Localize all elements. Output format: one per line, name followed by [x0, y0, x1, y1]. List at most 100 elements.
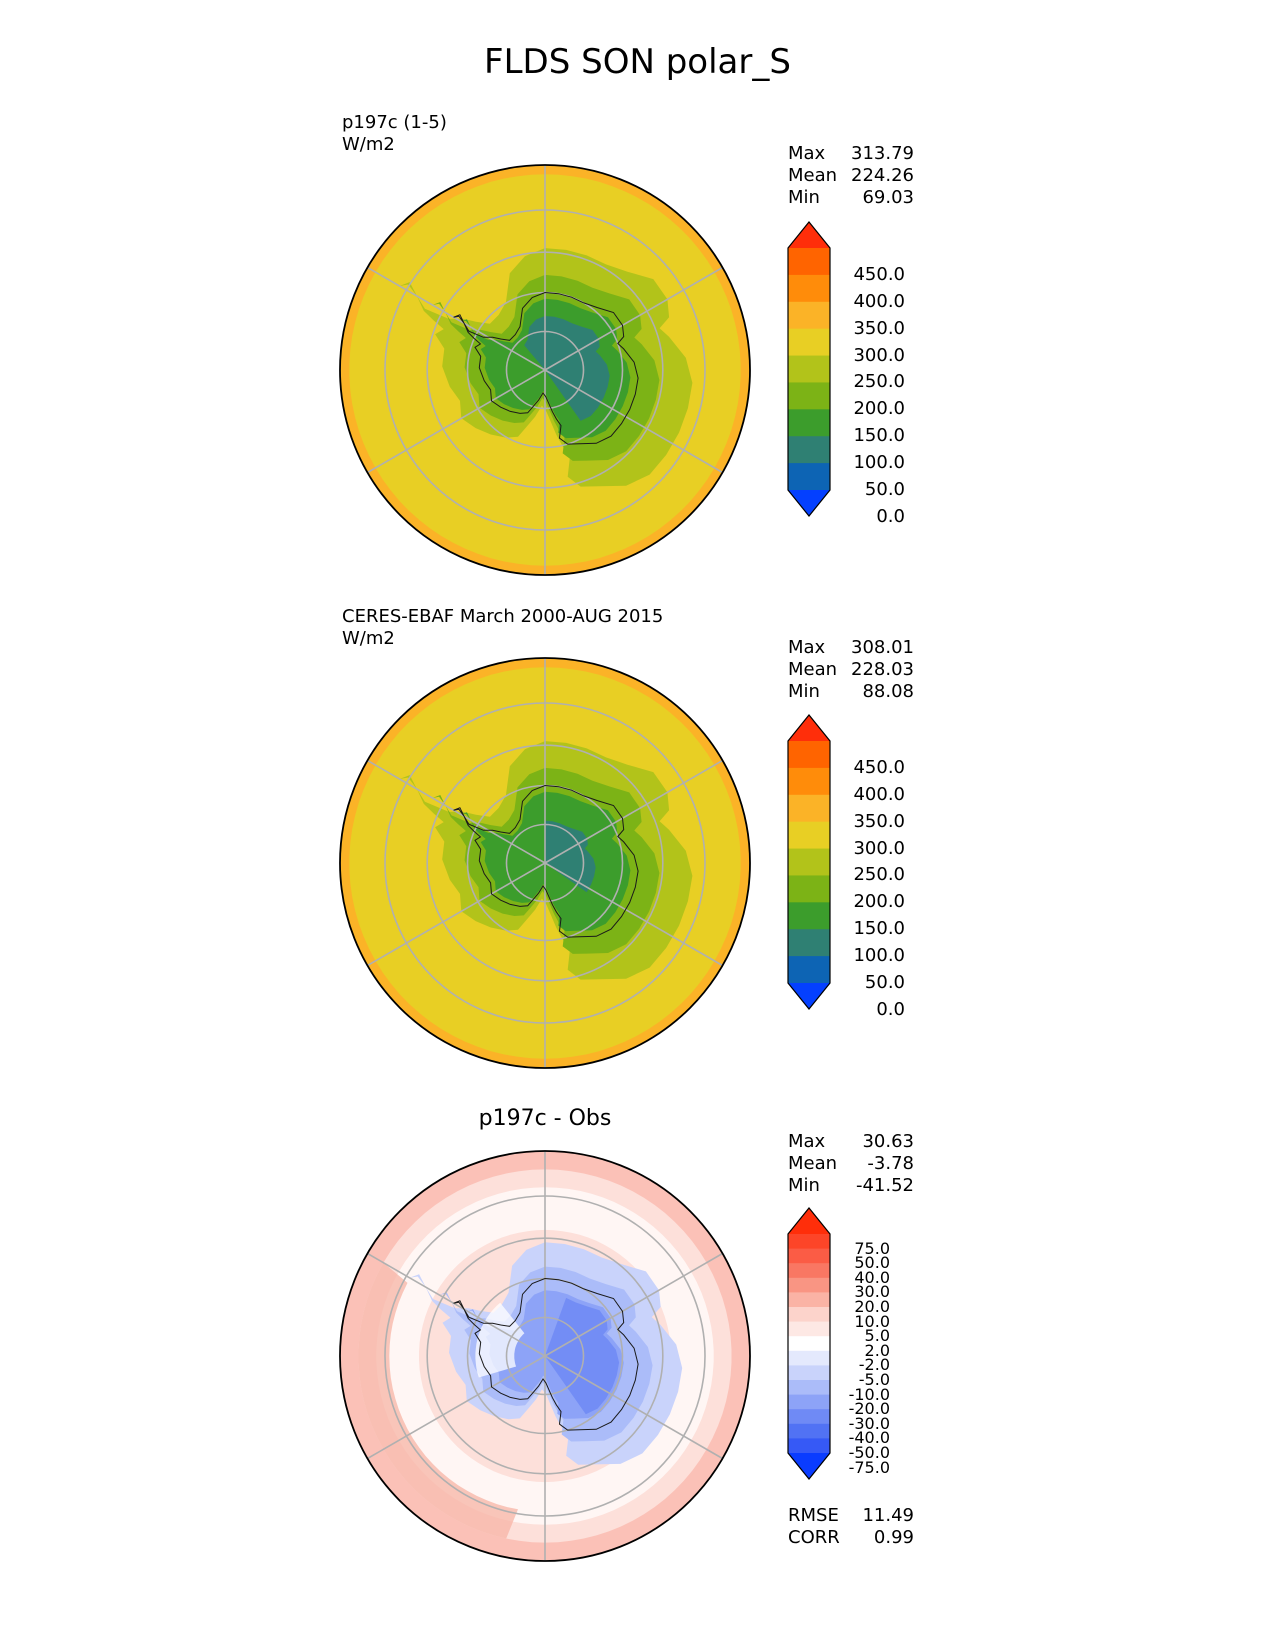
stat-value: -41.52 — [855, 1175, 914, 1196]
panel-title-line: W/m2 — [342, 628, 395, 649]
stat-row-max: Max 313.79 — [788, 143, 914, 165]
colorbar-segment — [788, 902, 830, 930]
colorbar-tick-label: -5.0 — [858, 1370, 890, 1389]
colorbar-segment — [788, 767, 830, 796]
stat-label: Max — [788, 143, 826, 164]
colorbar-outline — [787, 1207, 831, 1480]
colorbar-segment — [788, 355, 830, 383]
colorbar-segment — [788, 929, 830, 957]
stat-value: 313.79 — [851, 143, 914, 164]
stat-value: 224.26 — [851, 165, 914, 186]
stat-row-max: Max 30.63 — [788, 1131, 914, 1153]
colorbar-tick-label: 300.0 — [853, 344, 905, 366]
colorbar-tick-label: 0.0 — [876, 505, 905, 527]
colorbar-tick-label: 350.0 — [853, 317, 905, 339]
colorbar-segment — [788, 1307, 830, 1323]
colorbar-segment — [788, 741, 830, 769]
panel-title-line: CERES-EBAF March 2000-AUG 2015 — [342, 606, 664, 627]
diff-level-neutral-west — [475, 1302, 525, 1378]
colorbar-segment — [788, 1394, 830, 1410]
colorbar-tick-label: 300.0 — [853, 837, 905, 859]
polar-map-2 — [339, 657, 751, 1069]
colorbar-segment — [788, 248, 830, 276]
meridian-line — [544, 1252, 723, 1357]
meridian-line — [544, 862, 723, 967]
colorbar-2 — [787, 714, 831, 1010]
colorbar-segment — [788, 301, 830, 330]
colorbar-segment — [788, 436, 830, 464]
colorbar-tick-label: 200.0 — [853, 398, 905, 420]
colorbar-segment — [788, 274, 830, 303]
map-boundary — [339, 164, 751, 576]
stat-row-mean: Mean -3.78 — [788, 1153, 914, 1175]
colorbar-segment — [788, 956, 830, 984]
colorbar-segment — [788, 328, 830, 357]
colorbar-tick-label: 350.0 — [853, 810, 905, 832]
stat-row-max: Max 308.01 — [788, 637, 914, 659]
graticule — [367, 658, 723, 1068]
colorbar-tick-label: 100.0 — [853, 945, 905, 967]
stat-row-corr: CORR 0.99 — [788, 1527, 914, 1549]
colorbar-tick-label: 450.0 — [853, 263, 905, 285]
colorbar-tick-label: 30.0 — [854, 1282, 890, 1302]
colorbar-tick-label: 200.0 — [853, 891, 905, 913]
colorbar-tick-label: -20.0 — [848, 1399, 890, 1419]
colorbar-extend-min — [788, 1453, 830, 1479]
stat-label: Mean — [788, 165, 838, 186]
meridian-line — [367, 1355, 546, 1460]
map-boundary — [339, 657, 751, 1069]
colorbar-segment — [788, 1336, 830, 1352]
stat-value: 88.08 — [862, 681, 914, 702]
colorbar-tick-label: 40.0 — [854, 1267, 890, 1287]
polar-map-difference — [339, 1150, 751, 1562]
stat-value: 11.49 — [862, 1505, 914, 1526]
colorbar-tick-label: 75.0 — [854, 1238, 890, 1258]
colorbar-segment — [788, 1321, 830, 1337]
stat-label: RMSE — [788, 1505, 839, 1526]
stat-value: 228.03 — [851, 659, 914, 680]
stat-row-mean: Mean 228.03 — [788, 659, 914, 681]
colorbar-segment — [788, 1423, 830, 1439]
stat-row-rmse: RMSE 11.49 — [788, 1505, 914, 1527]
figure-title: FLDS SON polar_S — [484, 42, 791, 82]
colorbar-segment — [788, 821, 830, 850]
colorbar-tick-label: 250.0 — [853, 371, 905, 393]
colorbar-extend-max — [788, 715, 830, 741]
stat-label: Min — [788, 1175, 820, 1196]
colorbar-tick-label: -50.0 — [848, 1443, 890, 1462]
colorbar-tick-label: -40.0 — [848, 1428, 890, 1448]
stat-value: 69.03 — [862, 187, 914, 208]
colorbar-segment — [788, 794, 830, 823]
stat-label: Max — [788, 637, 826, 658]
coastline — [453, 291, 639, 445]
colorbar-tick-label: 450.0 — [853, 756, 905, 778]
colorbar-segment — [788, 1248, 830, 1264]
field-level-50-100 — [545, 820, 596, 893]
panel-title-line: W/m2 — [342, 134, 395, 155]
stat-row-min: Min 69.03 — [788, 187, 914, 209]
colorbar-segment — [788, 1234, 830, 1250]
colorbar-segment — [788, 848, 830, 876]
colorbar-tick-label: 2.0 — [864, 1340, 890, 1360]
meridian-line — [544, 1355, 723, 1460]
colorbar-extend-min — [788, 983, 830, 1009]
meridian-line — [544, 369, 723, 474]
coastline — [453, 1277, 639, 1431]
stat-value: 0.99 — [873, 1527, 914, 1548]
colorbar-tick-label: 150.0 — [853, 425, 905, 447]
colorbar-tick-label: 50.0 — [854, 1253, 890, 1273]
colorbar-segment — [788, 1365, 830, 1381]
colorbar-3 — [787, 1207, 831, 1480]
colorbar-tick-label: 400.0 — [853, 290, 905, 312]
panel-title-line: p197c (1-5) — [342, 112, 447, 133]
coastline — [453, 784, 639, 938]
colorbar-tick-label: -75.0 — [848, 1457, 890, 1477]
meridian-line — [367, 266, 546, 371]
stat-row-min: Min 88.08 — [788, 681, 914, 703]
map-boundary — [339, 1150, 751, 1562]
stat-value: -3.78 — [867, 1153, 914, 1174]
stat-value: 308.01 — [851, 637, 914, 658]
colorbar-tick-label: -30.0 — [848, 1413, 890, 1433]
colorbar-segment — [788, 875, 830, 903]
